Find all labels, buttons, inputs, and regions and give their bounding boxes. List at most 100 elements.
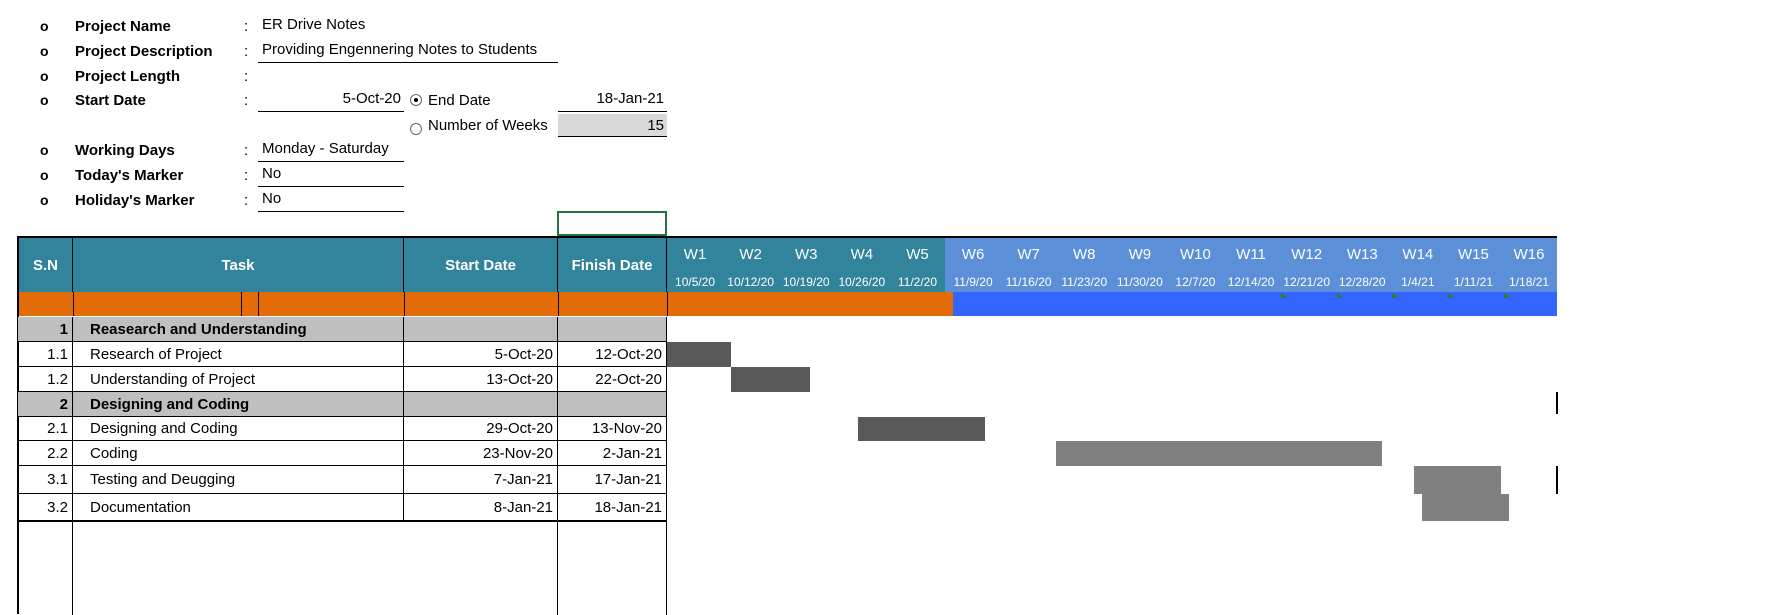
header-sn: S.N (19, 236, 73, 292)
row-finish-date: 13-Nov-20 (558, 417, 667, 440)
strip-divider (558, 292, 559, 316)
week-date: 10/26/20 (838, 275, 886, 289)
week-name: W12 (1291, 246, 1323, 263)
column-divider (666, 522, 667, 615)
start-date-label: Start Date (75, 92, 146, 109)
row-sn: 3.1 (18, 466, 73, 493)
bullet: o (40, 43, 49, 59)
colon: : (244, 167, 249, 184)
task-group-row[interactable]: 1 Reasearch and Understanding (18, 317, 667, 342)
selected-cell[interactable] (557, 211, 667, 236)
week-name: W16 (1513, 246, 1545, 263)
week-name: W1 (683, 246, 707, 263)
comment-marker (1504, 292, 1510, 298)
progress-strip-done (19, 292, 953, 316)
row-start-date: 23-Nov-20 (404, 441, 558, 465)
week-date: 11/30/20 (1116, 275, 1163, 289)
progress-strip-remaining (953, 292, 1557, 316)
holidays-marker-value[interactable]: No (258, 190, 404, 212)
end-date-value[interactable]: 18-Jan-21 (558, 90, 667, 112)
bullet: o (40, 192, 49, 208)
week-header: W9 11/30/20 (1111, 236, 1168, 292)
week-header: W4 10/26/20 (833, 236, 890, 292)
task-row[interactable]: 2.1 Designing and Coding 29-Oct-20 13-Nov-2… (18, 417, 667, 441)
row-task: Reasearch and Understanding (73, 317, 404, 341)
gantt-bar (667, 342, 731, 367)
row-finish-date: 2-Jan-21 (558, 441, 667, 465)
project-description-label: Project Description (75, 43, 213, 60)
row-task: Designing and Coding (73, 417, 404, 440)
week-header: W2 10/12/20 (722, 236, 779, 292)
task-row[interactable]: 1.1 Research of Project 5-Oct-20 12-Oct-20 (18, 342, 667, 367)
row-sn: 1.1 (18, 342, 73, 366)
week-name: W9 (1128, 246, 1152, 263)
week-date: 12/14/20 (1227, 275, 1275, 289)
start-date-value[interactable]: 5-Oct-20 (258, 90, 404, 112)
row-task: Documentation (73, 494, 404, 520)
week-name: W4 (850, 246, 874, 263)
comment-marker (1392, 292, 1398, 298)
task-row[interactable]: 1.2 Understanding of Project 13-Oct-20 22-O… (18, 367, 667, 392)
week-name: W2 (739, 246, 762, 263)
gantt-bar (857, 417, 985, 441)
task-row[interactable]: 2.2 Coding 23-Nov-20 2-Jan-21 (18, 441, 667, 466)
week-date: 1/4/21 (1401, 275, 1435, 289)
empty-row[interactable] (18, 521, 667, 615)
week-header: W6 11/9/20 (945, 236, 1002, 292)
gantt-bar (1421, 494, 1509, 521)
number-of-weeks-radio[interactable] (410, 123, 422, 135)
task-group-row[interactable]: 2 Designing and Coding (18, 392, 667, 417)
week-date: 11/9/20 (953, 275, 993, 289)
right-edge-mark (1556, 466, 1558, 494)
column-divider (557, 522, 558, 615)
end-date-radio[interactable] (410, 94, 422, 106)
row-task: Testing and Deugging (73, 466, 404, 493)
number-of-weeks-value[interactable]: 15 (558, 114, 667, 137)
header-finish-date: Finish Date (558, 236, 667, 292)
task-row[interactable]: 3.2 Documentation 8-Jan-21 18-Jan-21 (18, 494, 667, 521)
row-finish-date: 18-Jan-21 (558, 494, 667, 520)
number-of-weeks-option-label: Number of Weeks (428, 117, 548, 134)
week-name: W13 (1346, 246, 1378, 263)
week-header: W7 11/16/20 (1000, 236, 1057, 292)
row-task: Research of Project (73, 342, 404, 366)
holidays-marker-label: Holiday's Marker (75, 192, 195, 209)
row-finish-date: 12-Oct-20 (558, 342, 667, 366)
row-task: Understanding of Project (73, 367, 404, 391)
week-header: W13 12/28/20 (1334, 236, 1391, 292)
working-days-label: Working Days (75, 142, 175, 159)
comment-marker (1281, 292, 1287, 298)
row-sn: 1.2 (18, 367, 73, 391)
bullet: o (40, 18, 49, 34)
week-name: W8 (1072, 246, 1096, 263)
todays-marker-value[interactable]: No (258, 165, 404, 187)
colon: : (244, 18, 249, 35)
gantt-bar (1413, 466, 1501, 494)
bullet: o (40, 92, 49, 108)
week-header: W10 12/7/20 (1167, 236, 1224, 292)
week-date: 10/5/20 (675, 275, 716, 289)
project-description-value[interactable]: Providing Engennering Notes to Students (258, 41, 558, 63)
week-name: W10 (1180, 246, 1211, 263)
strip-divider (667, 292, 668, 316)
working-days-value[interactable]: Monday - Saturday (258, 140, 404, 162)
week-header: W5 11/2/20 (889, 236, 946, 292)
comment-marker (1448, 292, 1454, 298)
week-header: W11 12/14/20 (1223, 236, 1280, 292)
row-finish-date (558, 392, 667, 416)
row-start-date: 29-Oct-20 (404, 417, 558, 440)
strip-divider (73, 292, 74, 316)
week-date: 10/19/20 (782, 275, 830, 289)
week-date: 11/23/20 (1061, 275, 1108, 289)
right-edge-mark (1556, 392, 1558, 414)
week-header: W16 1/18/21 (1501, 236, 1558, 292)
week-name: W3 (794, 246, 818, 263)
week-header: W15 1/11/21 (1445, 236, 1502, 292)
row-sn: 1 (18, 317, 73, 341)
todays-marker-label: Today's Marker (75, 167, 184, 184)
task-row[interactable]: 3.1 Testing and Deugging 7-Jan-21 17-Jan-21 (18, 466, 667, 494)
project-name-value[interactable]: ER Drive Notes (262, 16, 366, 33)
row-start-date (404, 392, 558, 416)
week-date: 10/12/20 (727, 275, 774, 289)
row-sn: 2.2 (18, 441, 73, 465)
